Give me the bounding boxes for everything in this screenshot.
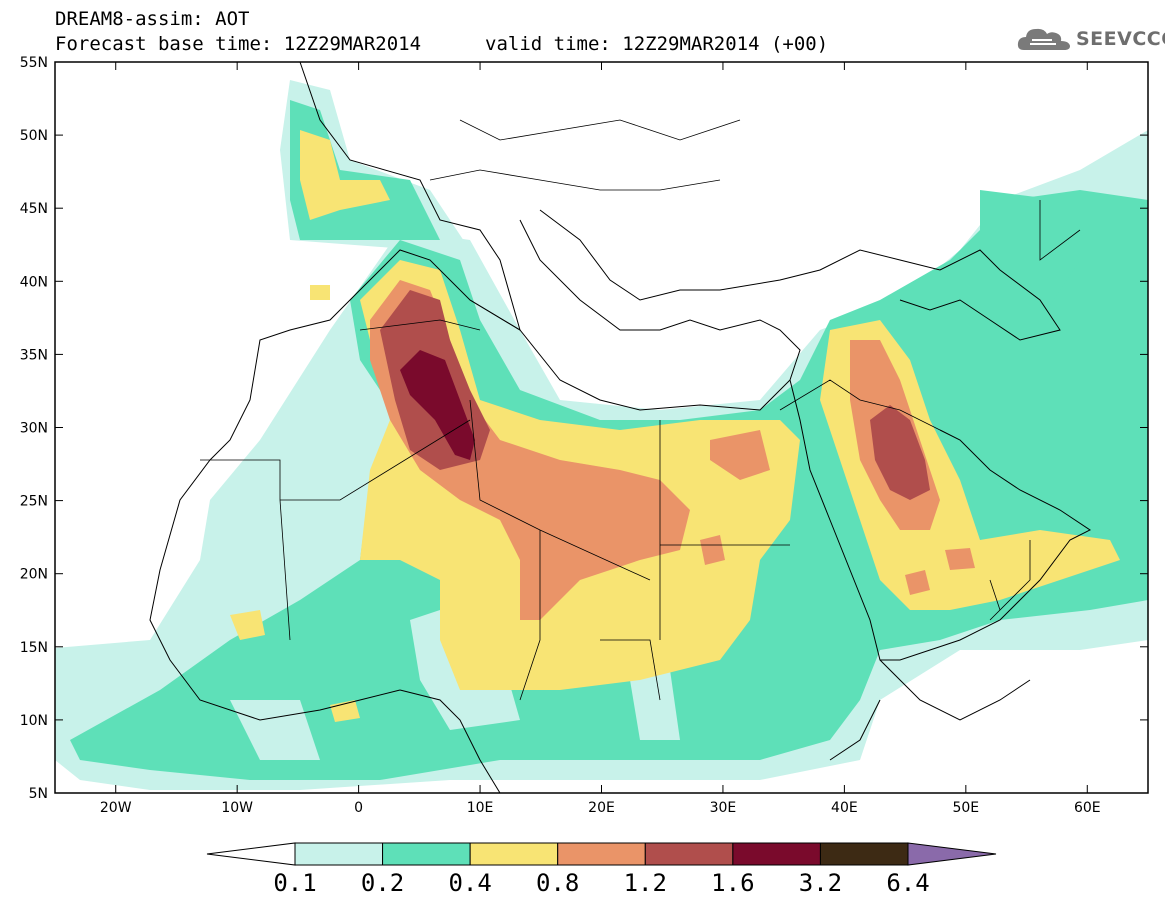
colorbar-box: [469, 842, 559, 866]
colorbar: [206, 842, 997, 866]
aot-contour-1.6: [400, 350, 475, 460]
lon-label: 40E: [831, 800, 858, 816]
lat-label: 55N: [20, 55, 48, 71]
lat-label: 10N: [20, 713, 48, 729]
colorbar-under-arrow: [206, 842, 296, 866]
lat-label: 20N: [20, 567, 48, 583]
colorbar-label: 3.2: [798, 869, 843, 897]
lon-label: 10E: [467, 800, 494, 816]
seevccc-logo: SEEVCCC: [1016, 24, 1165, 56]
lon-label: 20W: [100, 800, 132, 816]
lon-label: 0: [354, 800, 363, 816]
lat-label: 45N: [20, 201, 48, 217]
valid-time: valid time: 12Z29MAR2014 (+00): [485, 33, 829, 55]
colorbar-box: [557, 842, 646, 866]
colorbar-box: [819, 842, 909, 866]
lat-label: 40N: [20, 274, 48, 290]
aot-field: [55, 80, 1148, 790]
map-title: DREAM8-assim: AOT: [55, 8, 250, 30]
forecast-base-time: Forecast base time: 12Z29MAR2014: [55, 33, 422, 55]
colorbar-label: 6.4: [886, 869, 930, 897]
axis-ticks: 55N 50N 45N 40N 35N 30N 25N 20N 15N 10N 5N 20W 10W 0 1…: [20, 55, 1148, 816]
lat-label: 50N: [20, 128, 48, 144]
lat-label: 30N: [20, 421, 48, 437]
colorbar-label: 0.2: [360, 869, 405, 897]
lat-label: 25N: [20, 494, 48, 510]
lon-label: 30E: [710, 800, 737, 816]
colorbar-label: 0.1: [273, 869, 317, 897]
colorbar-label: 0.4: [448, 869, 492, 897]
colorbar-box: [294, 842, 384, 866]
colorbar-box: [644, 842, 734, 866]
colorbar-over-arrow: [907, 842, 997, 866]
coastlines: [149, 62, 1091, 793]
lat-label: 5N: [29, 786, 48, 802]
colorbar-box: [382, 842, 471, 866]
lat-label: 15N: [20, 640, 48, 656]
colorbar-box: [732, 842, 821, 866]
colorbar-label: 1.2: [623, 869, 667, 897]
lat-label: 35N: [20, 347, 48, 363]
colorbar-label: 1.6: [711, 869, 755, 897]
logo-text: SEEVCCC: [1076, 28, 1165, 50]
country-borders: [200, 119, 1081, 701]
colorbar-label: 0.8: [536, 869, 580, 897]
lon-label: 20E: [588, 800, 615, 816]
lon-label: 60E: [1074, 800, 1101, 816]
lon-label: 10W: [221, 800, 253, 816]
cloud-icon: [1017, 28, 1070, 50]
lon-label: 50E: [952, 800, 979, 816]
